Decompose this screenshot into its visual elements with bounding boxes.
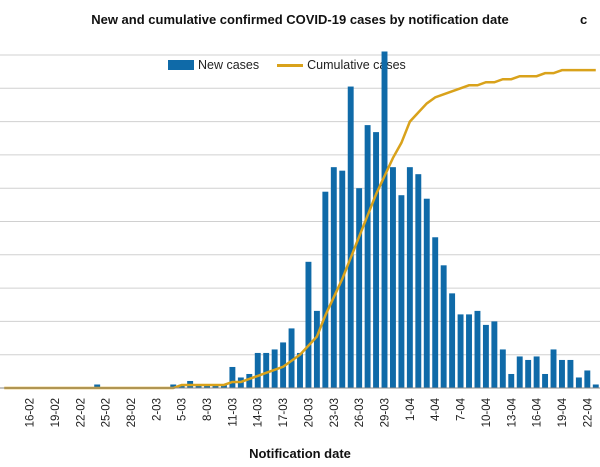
bar-new-cases bbox=[508, 373, 515, 388]
bar-new-cases bbox=[94, 384, 101, 388]
bar-new-cases bbox=[288, 328, 295, 388]
x-tick-label: 16-02 bbox=[25, 398, 37, 427]
bar-new-cases bbox=[499, 349, 506, 388]
x-tick-label: 19-04 bbox=[557, 397, 569, 427]
x-tick-label: 13-04 bbox=[506, 397, 518, 427]
legend-swatch-cumulative-cases bbox=[277, 63, 304, 67]
bar-new-cases bbox=[406, 167, 413, 388]
bar-new-cases bbox=[449, 293, 456, 388]
x-tick-label: 1-04 bbox=[405, 397, 417, 421]
bar-new-cases bbox=[423, 198, 430, 388]
bar-new-cases bbox=[347, 86, 354, 389]
bar-new-cases bbox=[254, 352, 261, 388]
bar-new-cases bbox=[559, 359, 565, 388]
x-tick-label: 25-02 bbox=[101, 398, 113, 427]
x-tick-label: 22-04 bbox=[582, 397, 594, 427]
x-tick-label: 22-02 bbox=[75, 398, 87, 427]
bar-new-cases bbox=[466, 314, 472, 388]
legend: New cases Cumulative cases bbox=[168, 58, 406, 72]
bar-new-cases bbox=[516, 356, 523, 388]
x-tick-label: 2-03 bbox=[151, 398, 163, 421]
bar-new-cases bbox=[212, 384, 219, 388]
x-axis-label: Notification date bbox=[249, 446, 351, 461]
chart-title: New and cumulative confirmed COVID-19 ca… bbox=[91, 12, 509, 27]
bar-new-cases bbox=[364, 125, 371, 389]
bar-new-cases bbox=[398, 195, 405, 388]
bar-new-cases bbox=[263, 352, 270, 388]
bar-new-cases bbox=[432, 237, 439, 388]
bar-new-cases bbox=[533, 356, 540, 388]
legend-label-new-cases: New cases bbox=[198, 58, 260, 72]
bar-new-cases bbox=[195, 384, 202, 388]
legend-label-cumulative-cases: Cumulative cases bbox=[307, 58, 406, 72]
bar-new-cases bbox=[575, 377, 582, 388]
bar-new-cases bbox=[567, 359, 574, 388]
bar-new-cases bbox=[381, 51, 388, 388]
x-tick-label: 29-03 bbox=[380, 398, 392, 427]
bar-new-cases bbox=[297, 352, 303, 388]
bar-new-cases bbox=[390, 167, 396, 388]
bar-new-cases bbox=[584, 370, 591, 388]
x-tick-label: 28-02 bbox=[126, 398, 138, 427]
x-tick-label: 4-04 bbox=[430, 397, 442, 421]
bar-new-cases bbox=[313, 310, 320, 388]
x-tick-label: 7-04 bbox=[456, 397, 468, 421]
x-tick-label: 11-03 bbox=[227, 398, 239, 427]
x-tick-label: 14-03 bbox=[253, 398, 265, 427]
bar-new-cases bbox=[525, 359, 532, 388]
x-tick-label: 19-02 bbox=[50, 398, 62, 427]
bar-new-cases bbox=[229, 366, 236, 388]
chart-title-extra: c bbox=[580, 12, 588, 27]
bar-new-cases bbox=[204, 384, 210, 388]
x-tick-label: 16-04 bbox=[532, 397, 544, 427]
bar-new-cases bbox=[330, 167, 337, 388]
bar-new-cases bbox=[491, 321, 498, 388]
bar-new-cases bbox=[280, 342, 287, 388]
x-tick-label: 10-04 bbox=[481, 397, 493, 427]
x-tick-label: 23-03 bbox=[329, 398, 341, 427]
bar-new-cases bbox=[373, 132, 380, 388]
bar-new-cases bbox=[542, 373, 549, 388]
x-tick-label: 8-03 bbox=[202, 398, 214, 421]
bar-new-cases bbox=[220, 384, 227, 388]
bar-new-cases bbox=[356, 188, 363, 388]
bar-new-cases bbox=[457, 314, 464, 388]
bar-new-cases bbox=[170, 384, 177, 388]
x-tick-label: 5-03 bbox=[177, 398, 189, 421]
bar-new-cases bbox=[415, 174, 422, 388]
x-tick-label: 26-03 bbox=[354, 398, 366, 427]
x-tick-label: 17-03 bbox=[278, 398, 290, 427]
bar-new-cases bbox=[322, 191, 329, 388]
x-tick-label: 20-03 bbox=[303, 398, 315, 427]
legend-swatch-new-cases bbox=[168, 60, 194, 70]
bar-new-cases bbox=[474, 310, 481, 388]
bar-new-cases bbox=[550, 349, 557, 388]
bar-new-cases bbox=[482, 324, 489, 388]
bar-new-cases bbox=[440, 265, 447, 388]
bar-new-cases bbox=[592, 384, 599, 388]
line-cumulative-cases bbox=[4, 68, 596, 390]
bar-new-cases bbox=[246, 373, 253, 388]
bar-new-cases bbox=[305, 261, 312, 388]
